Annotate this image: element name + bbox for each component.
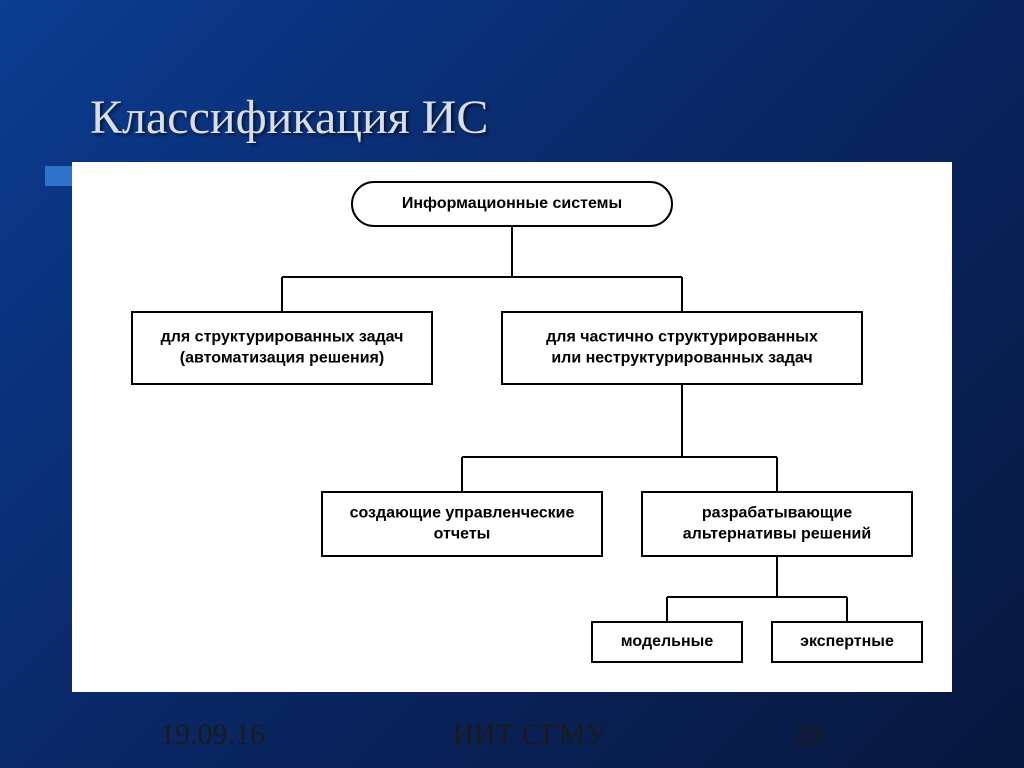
node-root: Информационные системы (352, 182, 672, 226)
footer-page: 28 (794, 718, 824, 752)
svg-text:модельные: модельные (621, 633, 714, 650)
svg-text:(автоматизация решения): (автоматизация решения) (180, 349, 384, 366)
svg-text:для структурированных задач: для структурированных задач (161, 329, 404, 346)
diagram-panel: Информационные системы для структурирован… (72, 162, 952, 692)
footer-date: 19.09.16 (160, 718, 265, 752)
node-r3b: экспертные (772, 622, 922, 662)
svg-text:Информационные системы: Информационные системы (402, 195, 622, 212)
node-left1: для структурированных задач (автоматизаци… (132, 312, 432, 384)
node-r2a: создающие управленческие отчеты (322, 492, 602, 556)
svg-text:разрабатывающие: разрабатывающие (702, 505, 852, 522)
node-r2b: разрабатывающие альтернативы решений (642, 492, 912, 556)
slide-footer: 19.09.16 ИИТ СГМУ 28 (0, 718, 1024, 752)
svg-text:экспертные: экспертные (800, 633, 894, 650)
svg-text:или неструктурированных задач: или неструктурированных задач (551, 349, 812, 366)
slide: Классификация ИС Информационные системы д… (0, 0, 1024, 768)
svg-text:отчеты: отчеты (434, 525, 491, 542)
tree-diagram: Информационные системы для структурирован… (72, 162, 952, 692)
slide-title: Классификация ИС (90, 90, 488, 145)
svg-text:альтернативы решений: альтернативы решений (683, 525, 871, 542)
node-r3a: модельные (592, 622, 742, 662)
node-right1: для частично структурированных или нестру… (502, 312, 862, 384)
footer-org: ИИТ СГМУ (452, 718, 606, 752)
svg-text:для частично структурированных: для частично структурированных (546, 329, 818, 346)
svg-text:создающие управленческие: создающие управленческие (350, 505, 575, 522)
